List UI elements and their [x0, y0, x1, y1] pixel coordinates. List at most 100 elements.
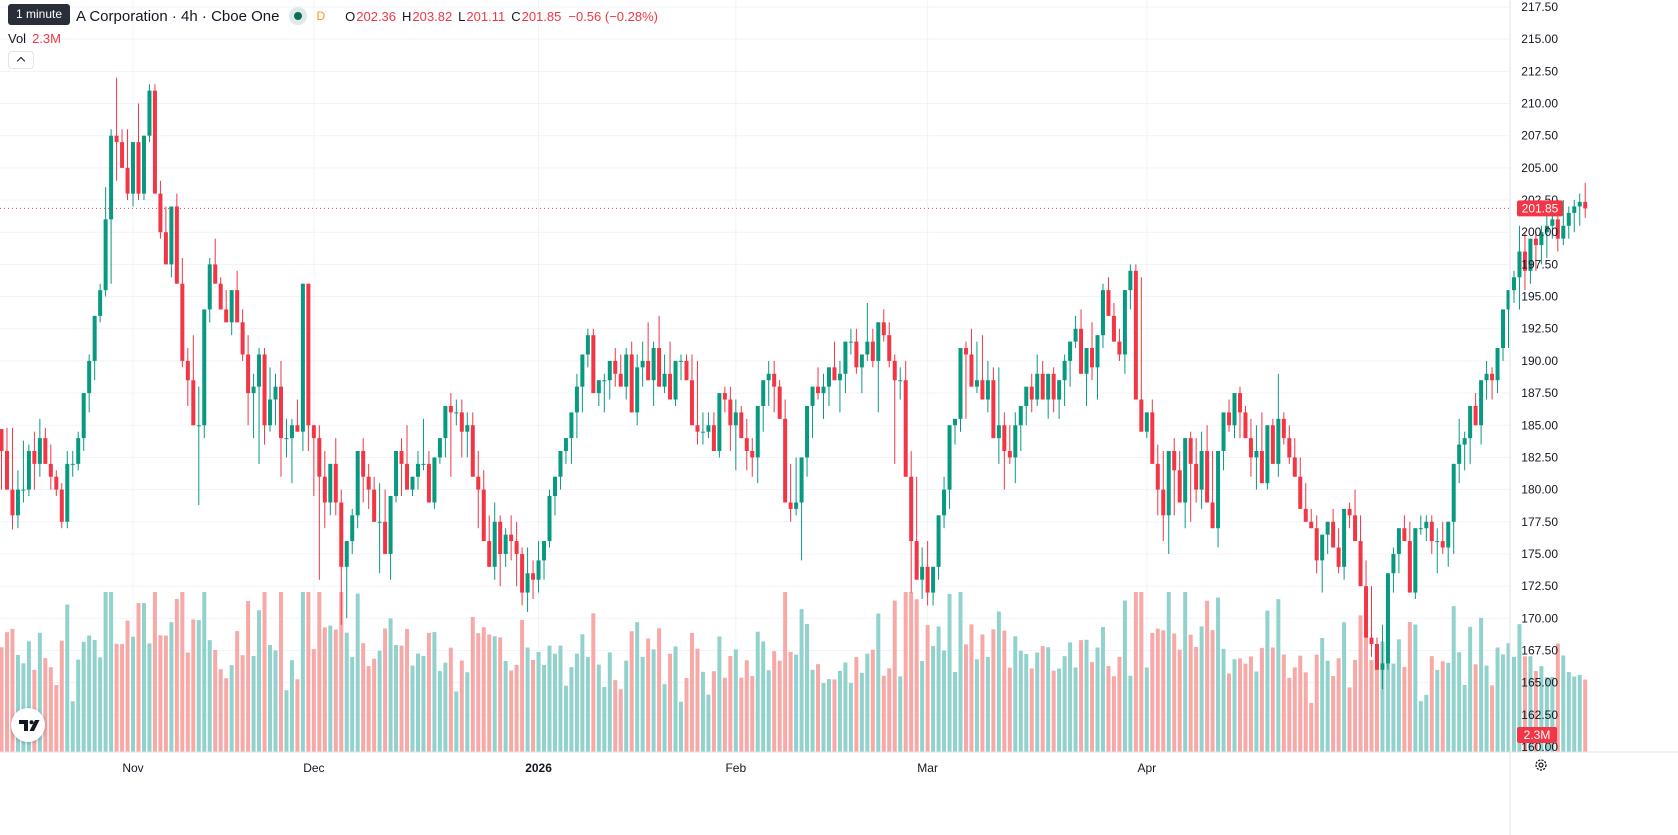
candle-body [415, 463, 420, 477]
volume-bar [235, 631, 240, 752]
candle-body [196, 425, 201, 427]
symbol-legend[interactable]: A Corporation · 4h · Cboe One D O 202.36 … [8, 6, 658, 26]
gear-icon[interactable] [1534, 758, 1548, 772]
candle-body [1583, 201, 1588, 209]
candle-body [361, 451, 366, 477]
candle-body [711, 425, 716, 451]
chevron-up-icon [16, 56, 26, 66]
volume-bar [476, 633, 481, 752]
candle-body [1418, 528, 1423, 530]
candle-body [618, 373, 623, 387]
candle-body [229, 290, 234, 323]
y-tick-label: 177.50 [1521, 515, 1558, 529]
volume-bar [459, 660, 464, 752]
volume-bar [859, 672, 864, 752]
y-tick-label: 175.00 [1521, 547, 1558, 561]
status-dot [294, 12, 303, 20]
candle-body [1248, 438, 1253, 458]
volume-legend[interactable]: Vol 2.3M [8, 31, 61, 46]
candle-body [1462, 438, 1467, 445]
volume-bar [1298, 655, 1303, 752]
candle-body [509, 534, 514, 542]
volume-bar [339, 592, 344, 752]
y-tick-label: 215.00 [1521, 32, 1558, 46]
candle-body [963, 348, 968, 355]
candle-body [333, 463, 338, 503]
candle-body [865, 341, 870, 355]
volume-bar [1046, 647, 1051, 752]
volume-bar [657, 628, 662, 752]
candle-body [1473, 405, 1478, 426]
y-tick-label: 200.00 [1521, 225, 1558, 239]
volume-bar [284, 690, 289, 752]
volume-bar [405, 628, 410, 752]
volume-bar [158, 635, 163, 752]
volume-bar [1040, 646, 1045, 752]
y-tick-label: 185.00 [1521, 418, 1558, 432]
candle-body [1517, 251, 1522, 278]
price-badge-label: 201.85 [1522, 201, 1559, 215]
volume-bar [1342, 622, 1347, 752]
candle-body [788, 502, 793, 509]
volume-bar [1391, 663, 1396, 752]
volume-bar [898, 676, 903, 752]
volume-bar [728, 655, 733, 752]
grid-lines [0, 0, 1510, 752]
candle-body [1057, 380, 1062, 400]
collapse-legend-button[interactable] [8, 51, 34, 69]
candle-body [109, 135, 114, 220]
volume-bar [196, 620, 201, 752]
candle-body [1555, 219, 1560, 239]
candle-body [251, 386, 256, 394]
volume-bar [1495, 647, 1500, 752]
volume-bar [596, 664, 601, 752]
candle-body [1572, 206, 1577, 213]
candle-body [1046, 373, 1051, 400]
candle-body [799, 457, 804, 503]
candle-body [958, 348, 963, 419]
volume-bar [1457, 652, 1462, 752]
volume-bar [816, 664, 821, 752]
candle-body [761, 380, 766, 406]
market-status-icon[interactable] [289, 7, 308, 25]
candle-body [563, 438, 568, 451]
volume-bar [569, 667, 574, 752]
candle-body [1539, 232, 1544, 246]
volume-bar [509, 670, 514, 752]
volume-bar [15, 654, 20, 752]
volume-bar [870, 649, 875, 752]
price-axis[interactable]: 160.00 162.50 165.00 167.50 170.00 172.50 175.… [1509, 0, 1558, 835]
candle-body [136, 142, 141, 194]
volume-bar [503, 660, 508, 752]
volume-bar [421, 655, 426, 752]
volume-bar [426, 632, 431, 752]
symbol-title[interactable]: A Corporation · 4h · Cboe One [76, 7, 280, 25]
volume-bar [87, 635, 92, 752]
candle-body [289, 425, 294, 439]
volume-bar [1161, 630, 1166, 752]
x-tick-label: Feb [725, 761, 746, 775]
candle-body [1073, 328, 1078, 342]
volume-bar [585, 657, 590, 752]
candle-body [125, 167, 130, 194]
volume-bar [536, 651, 541, 752]
volume-bar [1517, 624, 1522, 752]
y-tick-label: 160.00 [1521, 740, 1558, 754]
open-label: O [345, 8, 356, 24]
y-tick-label: 190.00 [1521, 354, 1558, 368]
volume-bar [1402, 666, 1407, 752]
candle-body [103, 219, 108, 291]
candle-body [552, 476, 557, 497]
volume-bar [59, 640, 64, 752]
volume-bar [887, 668, 892, 752]
candle-body [1391, 553, 1396, 574]
time-axis[interactable]: Nov Dec 2026 Feb Mar Apr [0, 751, 1678, 775]
candle-body [10, 489, 15, 516]
volume-bar [1276, 599, 1281, 752]
tradingview-logo-icon[interactable] [11, 708, 45, 742]
candle-body [459, 412, 464, 432]
candle-body [1090, 348, 1095, 368]
volume-bar [4, 632, 9, 752]
candle-body [1303, 508, 1308, 522]
